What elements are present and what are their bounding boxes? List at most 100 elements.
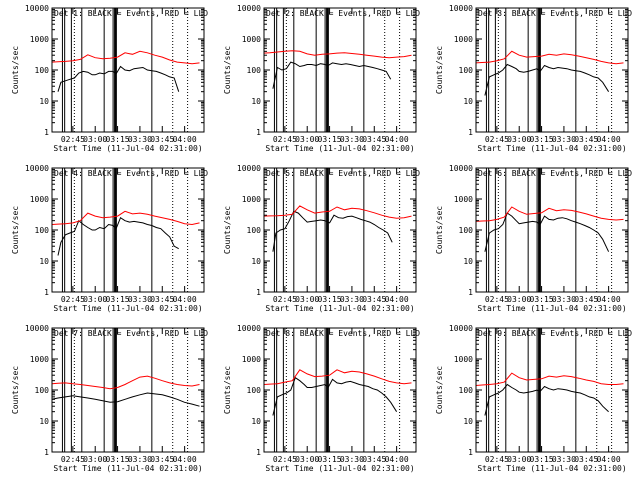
y-tick-label: 1000 <box>242 355 261 364</box>
x-axis-label: Start Time (11-Jul-04 02:31:00) <box>53 464 202 473</box>
x-tick-label: 03:30 <box>128 295 152 304</box>
panel-title: Det 3: BLACK = Events, RED = LLD <box>478 9 632 18</box>
chart-panel: 1 10 100 1000 10000 02:4503:0003:1503:3003:45… <box>435 4 632 153</box>
y-tick-label: 10000 <box>449 4 473 13</box>
y-tick-label: 10 <box>39 417 49 426</box>
x-tick-label: 03:30 <box>340 455 364 464</box>
x-tick-label: 03:30 <box>340 135 364 144</box>
series-lld <box>51 50 200 65</box>
x-tick-label: 02:45 <box>61 135 85 144</box>
x-tick-label: 03:45 <box>362 295 386 304</box>
x-tick-label: 03:15 <box>530 135 554 144</box>
x-tick-label: 02:45 <box>273 295 297 304</box>
y-tick-label: 1 <box>44 448 49 457</box>
x-tick-label: 04:00 <box>385 295 409 304</box>
x-axis-label: Start Time (11-Jul-04 02:31:00) <box>265 304 414 313</box>
chart-panel: 1 10 100 1000 10000 02:4503:0003:1503:3003:45… <box>223 324 420 473</box>
x-tick-label: 02:45 <box>273 135 297 144</box>
y-tick-label: 10000 <box>449 324 473 333</box>
y-tick-label: 10 <box>463 417 473 426</box>
series-lld <box>475 372 624 386</box>
x-axis-label: Start Time (11-Jul-04 02:31:00) <box>53 144 202 153</box>
y-axis-label: Counts/sec <box>11 366 20 414</box>
y-axis-label: Counts/sec <box>435 206 444 254</box>
y-tick-label: 10000 <box>25 164 49 173</box>
series-events <box>272 61 392 89</box>
y-tick-label: 1 <box>256 448 261 457</box>
x-tick-label: 03:15 <box>318 135 342 144</box>
panel-title: Det 4: BLACK = Events, RED = LLD <box>54 169 208 178</box>
chart-panel: 1 10 100 1000 10000 02:4503:0003:1503:3003:45… <box>435 324 632 473</box>
x-tick-label: 03:30 <box>340 295 364 304</box>
y-axis-label: Counts/sec <box>223 366 232 414</box>
panel-title: Det 7: BLACK = Events, RED = LLD <box>54 329 208 338</box>
y-tick-label: 10 <box>251 417 261 426</box>
panel-title: Det 9: BLACK = Events, RED = LLD <box>478 329 632 338</box>
y-tick-label: 1000 <box>242 35 261 44</box>
y-tick-label: 10000 <box>25 4 49 13</box>
y-tick-label: 100 <box>247 66 262 75</box>
x-tick-label: 02:45 <box>61 295 85 304</box>
y-tick-label: 100 <box>247 386 262 395</box>
y-tick-label: 10000 <box>25 324 49 333</box>
x-tick-label: 03:00 <box>507 135 531 144</box>
chart-panel: 1 10 100 1000 10000 02:4503:0003:1503:3003:45… <box>223 164 420 313</box>
x-tick-label: 03:15 <box>530 295 554 304</box>
series-lld <box>51 210 200 226</box>
series-events <box>57 216 179 256</box>
series-lld <box>263 205 412 219</box>
y-tick-label: 10 <box>39 257 49 266</box>
x-tick-label: 03:45 <box>362 455 386 464</box>
y-tick-label: 1 <box>256 128 261 137</box>
series-lld <box>475 206 624 222</box>
x-tick-label: 03:30 <box>552 455 576 464</box>
x-tick-label: 04:00 <box>597 135 621 144</box>
x-tick-label: 02:45 <box>485 455 509 464</box>
y-tick-label: 100 <box>459 386 474 395</box>
x-tick-label: 02:45 <box>61 455 85 464</box>
series-events <box>57 65 180 92</box>
x-tick-label: 03:30 <box>128 455 152 464</box>
y-tick-label: 100 <box>35 66 50 75</box>
y-tick-label: 1000 <box>242 195 261 204</box>
y-tick-label: 1 <box>468 448 473 457</box>
y-tick-label: 100 <box>459 66 474 75</box>
panel-title: Det 8: BLACK = Events, RED = LLD <box>266 329 420 338</box>
panel-title: Det 2: BLACK = Events, RED = LLD <box>266 9 420 18</box>
y-tick-label: 10 <box>251 97 261 106</box>
chart-panel: 1 10 100 1000 10000 02:4503:0003:1503:3003:45… <box>223 4 420 153</box>
x-tick-label: 03:15 <box>530 455 554 464</box>
series-events <box>484 383 609 416</box>
x-tick-label: 02:45 <box>485 135 509 144</box>
x-tick-label: 03:00 <box>295 455 319 464</box>
y-axis-label: Counts/sec <box>223 46 232 94</box>
y-tick-label: 1 <box>44 128 49 137</box>
x-tick-label: 03:30 <box>552 135 576 144</box>
y-tick-label: 1000 <box>30 355 49 364</box>
y-tick-label: 10000 <box>237 324 261 333</box>
series-lld <box>263 50 412 59</box>
x-tick-label: 03:15 <box>106 295 130 304</box>
y-tick-label: 10 <box>251 257 261 266</box>
y-tick-label: 1000 <box>454 195 473 204</box>
x-tick-label: 03:15 <box>106 455 130 464</box>
y-tick-label: 1 <box>44 288 49 297</box>
x-tick-label: 03:15 <box>106 135 130 144</box>
y-tick-label: 10 <box>463 97 473 106</box>
x-tick-label: 03:45 <box>150 135 174 144</box>
x-axis-label: Start Time (11-Jul-04 02:31:00) <box>265 144 414 153</box>
x-tick-label: 03:00 <box>83 135 107 144</box>
y-tick-label: 100 <box>35 386 50 395</box>
y-tick-label: 10000 <box>237 164 261 173</box>
x-tick-label: 03:45 <box>150 295 174 304</box>
x-tick-label: 03:45 <box>574 135 598 144</box>
y-tick-label: 1000 <box>30 195 49 204</box>
x-tick-label: 03:45 <box>574 455 598 464</box>
x-tick-label: 03:45 <box>150 455 174 464</box>
x-tick-label: 04:00 <box>597 455 621 464</box>
series-lld <box>51 375 200 390</box>
x-tick-label: 03:00 <box>507 295 531 304</box>
chart-panel: 1 10 100 1000 10000 02:4503:0003:1503:3003:45… <box>11 324 208 473</box>
